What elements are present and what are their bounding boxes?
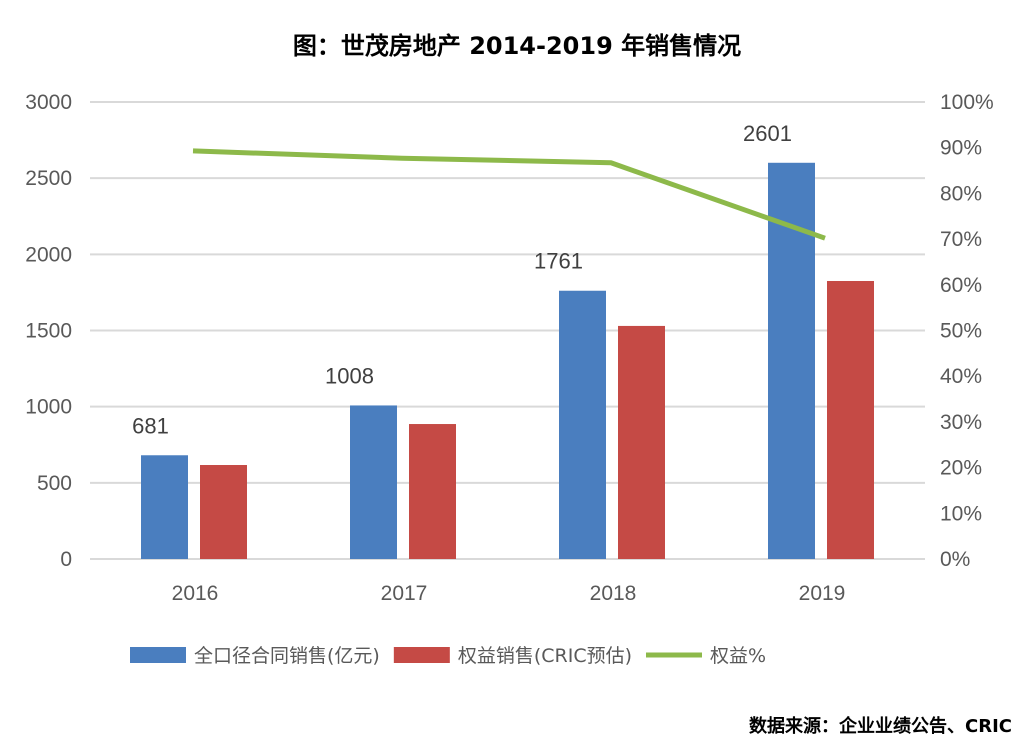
x-tick-label: 2016	[172, 582, 219, 605]
line-series	[192, 148, 826, 241]
legend-label: 权益销售(CRIC预估)	[458, 645, 632, 667]
bar-2016	[200, 465, 247, 559]
data-label: 1761	[534, 249, 583, 274]
y-left-tick-label: 2000	[25, 243, 72, 266]
y-left-tick-label: 1000	[25, 396, 72, 419]
y-left-tick-label: 2500	[25, 167, 72, 190]
y-right-tick-label: 30%	[940, 411, 982, 434]
y-right-tick-label: 60%	[940, 274, 982, 297]
y-right-tick-label: 0%	[940, 548, 970, 571]
source-note: 数据来源：企业业绩公告、CRIC	[749, 716, 1012, 737]
data-label: 681	[132, 413, 169, 438]
x-tick-label: 2019	[799, 582, 846, 605]
legend-label: 全口径合同销售(亿元)	[194, 645, 380, 667]
bar-2016	[141, 455, 188, 559]
chart-title: 图：世茂房地产 2014-2019 年销售情况	[292, 32, 742, 60]
data-label: 2601	[743, 121, 792, 146]
bar-2017	[350, 405, 397, 559]
y-right-tick-label: 40%	[940, 365, 982, 388]
y-right-tick-label: 20%	[940, 457, 982, 480]
x-tick-label: 2017	[381, 582, 428, 605]
bar-2019	[827, 280, 874, 559]
legend-swatch	[393, 647, 450, 663]
y-right-tick-label: 90%	[940, 137, 982, 160]
y-left-tick-label: 0	[60, 548, 72, 571]
y-right-tick-label: 80%	[940, 182, 982, 205]
data-label: 1008	[325, 363, 374, 388]
y-right-tick-label: 70%	[940, 228, 982, 251]
y-right-tick-label: 50%	[940, 320, 982, 343]
bar-2017	[409, 424, 456, 559]
y-right-tick-label: 100%	[940, 91, 994, 114]
legend-swatch	[130, 647, 186, 663]
legend-label: 权益%	[710, 645, 766, 667]
y-left-tick-label: 1500	[25, 320, 72, 343]
y-left-tick-label: 3000	[25, 91, 72, 114]
bar-2018	[559, 290, 606, 559]
x-tick-label: 2018	[590, 582, 637, 605]
y-left-tick-label: 500	[37, 472, 72, 495]
y-right-tick-label: 10%	[940, 502, 982, 525]
bar-2018	[618, 325, 665, 559]
